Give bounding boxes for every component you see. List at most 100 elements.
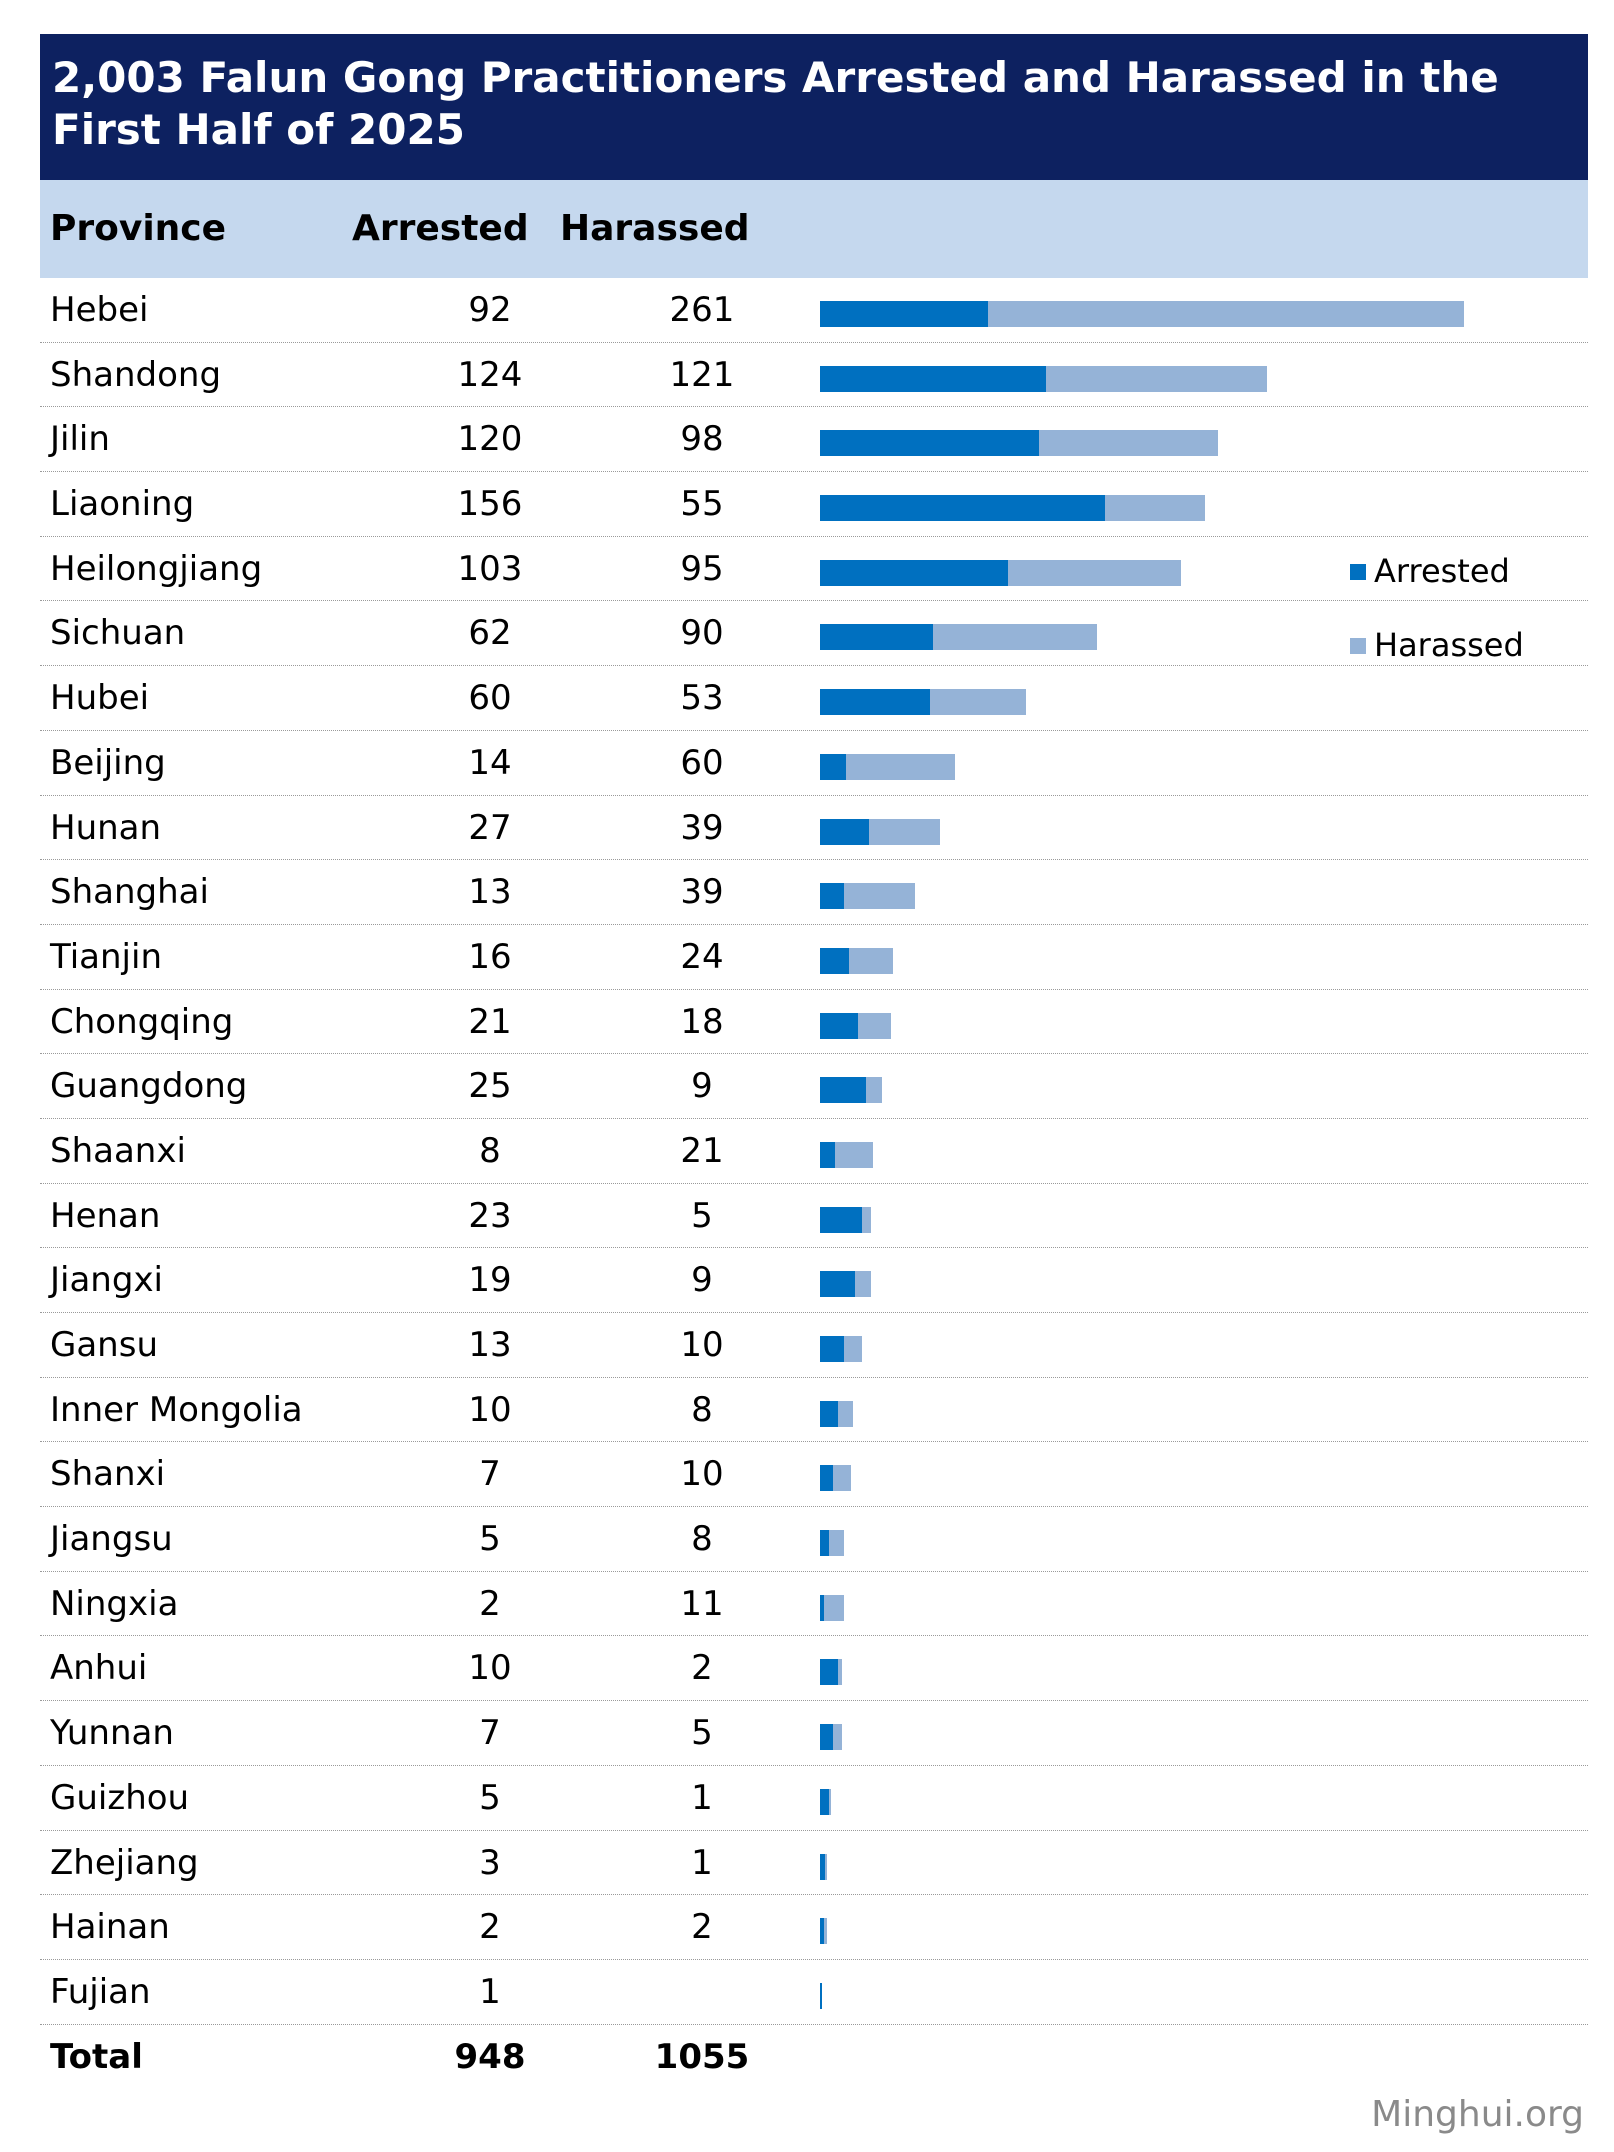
table-row: Hebei 92 261 <box>40 278 1588 343</box>
table-row: Zhejiang 3 1 <box>40 1831 1588 1896</box>
province-label: Zhejiang <box>50 1842 199 1883</box>
bar-arrested <box>820 1853 826 1880</box>
harassed-value: 10 <box>680 1325 724 1365</box>
bar-arrested <box>820 624 934 651</box>
bar-harassed <box>829 1530 844 1557</box>
bar-harassed <box>933 624 1098 651</box>
province-label: Hubei <box>50 678 150 719</box>
table-row: Ningxia 2 11 <box>40 1572 1588 1637</box>
table-row: Shaanxi 8 21 <box>40 1119 1588 1184</box>
province-label: Hebei <box>50 290 149 330</box>
table-row: Beijing 14 60 <box>40 731 1588 796</box>
harassed-value: 121 <box>669 354 735 395</box>
bar-harassed <box>1007 559 1182 586</box>
table-row: Henan 23 5 <box>40 1184 1588 1249</box>
bar-harassed <box>838 1400 853 1427</box>
bar-arrested <box>820 430 1039 457</box>
table-body: Hebei 92 261 Shandong 124 121 Jilin 120 98 Liaoni… <box>40 278 1588 2025</box>
arrested-value: 2 <box>479 1583 501 1624</box>
table-row: Jiangsu 5 8 <box>40 1507 1588 1572</box>
table-row: Guizhou 5 1 <box>40 1766 1588 1831</box>
table-row: Shanxi 7 10 <box>40 1442 1588 1508</box>
province-label: Shaanxi <box>50 1130 186 1171</box>
arrested-value: 8 <box>479 1130 501 1171</box>
bar-harassed <box>825 1853 828 1880</box>
bar-harassed <box>849 947 893 974</box>
harassed-value: 39 <box>680 872 724 913</box>
bar-arrested <box>820 1400 839 1427</box>
header-arrested: Arrested <box>352 208 529 249</box>
total-label: Total <box>50 2036 143 2077</box>
province-label: Yunnan <box>50 1713 174 1754</box>
table-row: Yunnan 7 5 <box>40 1701 1588 1766</box>
arrested-value: 1 <box>479 1971 501 2012</box>
table-row: Gansu 13 10 <box>40 1313 1588 1378</box>
bar-harassed <box>865 1077 883 1104</box>
arrested-value: 23 <box>468 1195 512 1236</box>
bar-harassed <box>929 689 1027 716</box>
bar-harassed <box>858 1012 892 1039</box>
bar-arrested <box>820 1206 862 1233</box>
table-row: Hunan 27 39 <box>40 796 1588 861</box>
bar-arrested <box>820 495 1105 522</box>
harassed-value: 39 <box>680 807 724 848</box>
arrested-value: 10 <box>468 1389 512 1430</box>
source-credit: Minghui.org <box>1371 2094 1584 2135</box>
table-row: Jilin 120 98 <box>40 407 1588 473</box>
province-label: Liaoning <box>50 484 195 525</box>
arrested-value: 13 <box>468 872 512 913</box>
harassed-value: 8 <box>691 1389 713 1430</box>
arrested-value: 92 <box>468 290 512 330</box>
province-label: Jilin <box>50 419 110 460</box>
province-label: Beijing <box>50 742 166 783</box>
bar-harassed <box>1046 365 1268 392</box>
harassed-value: 95 <box>680 548 724 589</box>
harassed-value: 5 <box>691 1195 713 1236</box>
arrested-value: 25 <box>468 1066 512 1107</box>
harassed-value: 55 <box>680 484 724 525</box>
province-label: Inner Mongolia <box>50 1389 303 1430</box>
table-row: Shandong 124 121 <box>40 343 1588 408</box>
province-label: Heilongjiang <box>50 548 263 589</box>
total-arrested: 948 <box>454 2036 526 2077</box>
province-label: Ningxia <box>50 1583 179 1624</box>
bar-arrested <box>820 818 870 845</box>
bar-harassed <box>843 1336 862 1362</box>
bar-arrested <box>820 1077 866 1104</box>
bar-harassed <box>987 301 1465 327</box>
harassed-value: 9 <box>691 1260 713 1301</box>
bar-harassed <box>832 1465 852 1492</box>
bar-arrested <box>820 1659 839 1686</box>
bar-arrested <box>820 1530 830 1557</box>
harassed-value: 24 <box>680 936 724 977</box>
bar-harassed <box>843 883 915 910</box>
bar-arrested <box>820 753 846 780</box>
arrested-value: 10 <box>468 1648 512 1689</box>
table-row: Inner Mongolia 10 8 <box>40 1378 1588 1443</box>
bar-harassed <box>823 1918 828 1945</box>
province-label: Henan <box>50 1195 161 1236</box>
bar-harassed <box>869 818 941 845</box>
table-row: Jiangxi 19 9 <box>40 1248 1588 1313</box>
harassed-value: 8 <box>691 1519 713 1560</box>
legend-swatch-harassed <box>1350 638 1366 654</box>
bar-harassed <box>832 1724 842 1751</box>
province-label: Jiangxi <box>50 1260 164 1301</box>
province-label: Shandong <box>50 354 222 395</box>
bar-arrested <box>820 1788 830 1815</box>
province-label: Chongqing <box>50 1001 234 1042</box>
harassed-value: 261 <box>669 290 735 330</box>
harassed-value: 1 <box>691 1842 713 1883</box>
province-label: Fujian <box>50 1971 151 2012</box>
bar-harassed <box>838 1659 842 1686</box>
harassed-value: 11 <box>680 1583 724 1624</box>
bar-arrested <box>820 301 988 327</box>
chart-container: 2,003 Falun Gong Practitioners Arrested … <box>40 34 1588 2089</box>
province-label: Guizhou <box>50 1777 190 1818</box>
chart-title: 2,003 Falun Gong Practitioners Arrested … <box>40 34 1588 180</box>
province-label: Hainan <box>50 1907 170 1948</box>
table-row: Chongqing 21 18 <box>40 990 1588 1055</box>
table-row: Fujian 1 <box>40 1960 1588 2025</box>
arrested-value: 19 <box>468 1260 512 1301</box>
province-label: Tianjin <box>50 936 162 977</box>
